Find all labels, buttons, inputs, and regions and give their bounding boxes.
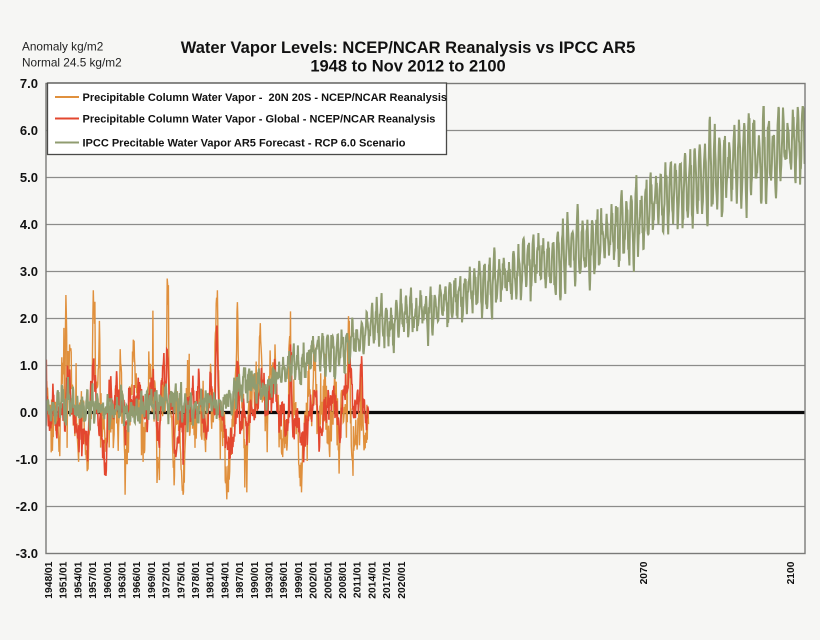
svg-text:2.0: 2.0: [20, 311, 38, 326]
svg-text:-3.0: -3.0: [16, 546, 38, 561]
svg-text:1978/01: 1978/01: [191, 561, 202, 598]
svg-text:2020/01: 2020/01: [397, 561, 408, 598]
svg-text:2100: 2100: [786, 561, 797, 584]
svg-text:1996/01: 1996/01: [279, 561, 290, 598]
svg-text:2017/01: 2017/01: [382, 561, 393, 598]
svg-text:3.0: 3.0: [20, 264, 38, 279]
svg-text:1999/01: 1999/01: [294, 561, 305, 598]
svg-text:Precipitable Column Water Vapo: Precipitable Column Water Vapor - 20N 20…: [83, 92, 448, 104]
svg-text:2005/01: 2005/01: [323, 561, 334, 598]
svg-text:-1.0: -1.0: [16, 452, 38, 467]
svg-text:1948/01: 1948/01: [44, 561, 55, 598]
svg-text:Normal 24.5 kg/m2: Normal 24.5 kg/m2: [22, 56, 122, 70]
svg-text:2008/01: 2008/01: [338, 561, 349, 598]
svg-text:2002/01: 2002/01: [309, 561, 320, 598]
svg-text:1975/01: 1975/01: [176, 561, 187, 598]
svg-text:1984/01: 1984/01: [220, 561, 231, 598]
svg-text:5.0: 5.0: [20, 170, 38, 185]
svg-text:1972/01: 1972/01: [162, 561, 173, 598]
svg-text:2011/01: 2011/01: [353, 561, 364, 598]
svg-text:1966/01: 1966/01: [132, 561, 143, 598]
svg-text:2014/01: 2014/01: [367, 561, 378, 598]
svg-text:1990/01: 1990/01: [250, 561, 261, 598]
svg-text:1951/01: 1951/01: [59, 561, 70, 598]
svg-text:1987/01: 1987/01: [235, 561, 246, 598]
svg-text:1993/01: 1993/01: [265, 561, 276, 598]
svg-text:1954/01: 1954/01: [73, 561, 84, 598]
svg-text:Anomaly kg/m2: Anomaly kg/m2: [22, 40, 103, 54]
svg-text:1981/01: 1981/01: [206, 561, 217, 598]
svg-text:6.0: 6.0: [20, 123, 38, 138]
svg-text:Precipitable Column Water Vapo: Precipitable Column Water Vapor - Global…: [83, 114, 436, 126]
svg-text:0.0: 0.0: [20, 405, 38, 420]
svg-text:4.0: 4.0: [20, 217, 38, 232]
svg-text:1957/01: 1957/01: [88, 561, 99, 598]
svg-text:IPCC Precitable Water Vapor AR: IPCC Precitable Water Vapor AR5 Forecast…: [83, 138, 406, 150]
svg-text:1969/01: 1969/01: [147, 561, 158, 598]
svg-text:1.0: 1.0: [20, 358, 38, 373]
svg-text:1948 to Nov 2012 to 2100: 1948 to Nov 2012 to 2100: [310, 58, 505, 76]
svg-text:1960/01: 1960/01: [103, 561, 114, 598]
svg-text:7.0: 7.0: [20, 76, 38, 91]
svg-text:-2.0: -2.0: [16, 499, 38, 514]
svg-text:2070: 2070: [639, 561, 650, 584]
svg-text:Water Vapor Levels: NCEP/NCAR: Water Vapor Levels: NCEP/NCAR Reanalysis…: [181, 39, 636, 57]
svg-text:1963/01: 1963/01: [118, 561, 129, 598]
